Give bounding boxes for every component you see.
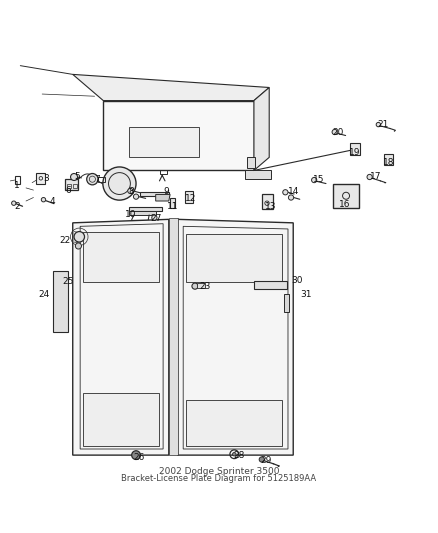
Bar bbox=[14, 176, 20, 184]
Circle shape bbox=[283, 190, 288, 195]
Bar bbox=[185, 191, 193, 203]
Text: 7: 7 bbox=[94, 175, 99, 184]
Text: 9: 9 bbox=[164, 187, 170, 196]
Circle shape bbox=[128, 188, 133, 193]
Text: 23: 23 bbox=[199, 281, 211, 290]
Text: 1: 1 bbox=[14, 181, 20, 190]
Circle shape bbox=[233, 453, 236, 456]
Text: 8: 8 bbox=[129, 187, 134, 196]
Bar bbox=[36, 173, 45, 183]
Circle shape bbox=[259, 457, 265, 462]
Circle shape bbox=[288, 195, 293, 200]
Text: 28: 28 bbox=[233, 450, 244, 459]
Polygon shape bbox=[177, 220, 293, 455]
Bar bbox=[73, 184, 77, 188]
Polygon shape bbox=[130, 211, 155, 215]
Text: 29: 29 bbox=[261, 456, 272, 465]
Bar bbox=[169, 219, 177, 455]
Bar bbox=[65, 179, 78, 190]
Circle shape bbox=[376, 123, 381, 127]
Text: 25: 25 bbox=[63, 277, 74, 286]
Polygon shape bbox=[73, 75, 269, 101]
Text: 21: 21 bbox=[377, 120, 389, 129]
Circle shape bbox=[41, 198, 46, 202]
Text: 10: 10 bbox=[125, 209, 137, 219]
Polygon shape bbox=[155, 195, 170, 201]
Circle shape bbox=[103, 167, 136, 200]
Circle shape bbox=[134, 194, 139, 199]
Circle shape bbox=[75, 243, 81, 249]
Bar bbox=[83, 231, 159, 282]
Text: 13: 13 bbox=[265, 202, 276, 211]
Circle shape bbox=[332, 130, 337, 135]
Bar bbox=[186, 234, 283, 282]
Polygon shape bbox=[245, 171, 272, 179]
Text: 14: 14 bbox=[288, 187, 300, 196]
Circle shape bbox=[192, 283, 198, 289]
Text: Bracket-License Plate Diagram for 5125189AA: Bracket-License Plate Diagram for 512518… bbox=[121, 474, 317, 483]
Text: 5: 5 bbox=[74, 173, 80, 182]
Text: 6: 6 bbox=[66, 185, 71, 195]
Circle shape bbox=[311, 177, 317, 183]
Circle shape bbox=[152, 215, 157, 220]
Text: 16: 16 bbox=[339, 200, 350, 209]
Text: 27: 27 bbox=[150, 214, 161, 223]
Text: 18: 18 bbox=[383, 158, 394, 167]
Bar bbox=[67, 184, 71, 188]
Bar bbox=[285, 294, 289, 312]
Polygon shape bbox=[140, 192, 169, 196]
Bar bbox=[130, 127, 199, 157]
Bar bbox=[350, 143, 360, 155]
Polygon shape bbox=[53, 271, 68, 332]
Text: 20: 20 bbox=[332, 127, 343, 136]
Text: 3: 3 bbox=[44, 174, 49, 183]
Bar bbox=[160, 169, 166, 174]
Text: 17: 17 bbox=[370, 173, 381, 182]
Text: 24: 24 bbox=[39, 290, 50, 300]
Bar bbox=[333, 183, 359, 207]
Bar bbox=[98, 176, 105, 182]
Circle shape bbox=[71, 174, 78, 181]
Text: 12: 12 bbox=[185, 195, 196, 203]
Text: 2: 2 bbox=[14, 202, 20, 211]
Bar bbox=[170, 198, 175, 207]
Bar bbox=[186, 400, 283, 446]
Bar bbox=[83, 393, 159, 446]
Polygon shape bbox=[103, 101, 254, 171]
Text: 19: 19 bbox=[349, 149, 360, 157]
Circle shape bbox=[12, 201, 16, 205]
Polygon shape bbox=[73, 220, 169, 455]
Text: 11: 11 bbox=[167, 202, 179, 211]
Polygon shape bbox=[130, 207, 162, 211]
Text: 4: 4 bbox=[49, 197, 55, 206]
Text: 30: 30 bbox=[291, 276, 303, 285]
Bar bbox=[254, 281, 287, 289]
Circle shape bbox=[74, 231, 85, 242]
Bar bbox=[197, 283, 205, 288]
Bar bbox=[262, 193, 273, 209]
Polygon shape bbox=[254, 87, 269, 171]
Text: 15: 15 bbox=[313, 175, 324, 184]
Text: 31: 31 bbox=[300, 290, 312, 300]
Bar bbox=[247, 157, 255, 168]
Text: 26: 26 bbox=[134, 453, 145, 462]
Circle shape bbox=[87, 174, 98, 185]
Circle shape bbox=[367, 174, 372, 180]
Text: 22: 22 bbox=[60, 236, 71, 245]
Text: 2002 Dodge Sprinter 3500: 2002 Dodge Sprinter 3500 bbox=[159, 467, 279, 476]
Bar bbox=[384, 154, 393, 165]
Circle shape bbox=[132, 451, 141, 459]
